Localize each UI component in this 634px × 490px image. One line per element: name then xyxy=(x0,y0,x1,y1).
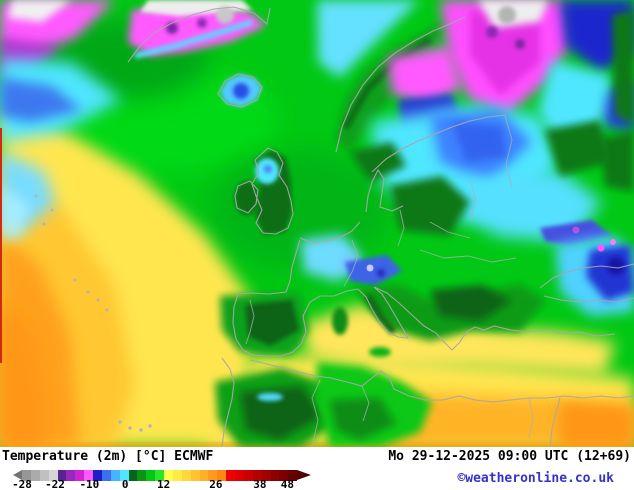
greenland-tip xyxy=(128,0,266,59)
copyright-link[interactable]: ©weatheronline.co.uk xyxy=(457,471,614,486)
map-datetime: Mo 29-12-2025 09:00 UTC (12+69) xyxy=(388,449,631,464)
legend-color-segment xyxy=(30,470,40,481)
legend-color-segment xyxy=(57,470,67,481)
legend-color-segment xyxy=(155,470,164,481)
legend-color-segment xyxy=(84,470,93,481)
legend-color-segment xyxy=(146,470,156,481)
legend-arrow-left xyxy=(13,470,22,480)
atlas-mountains-green xyxy=(215,362,432,447)
legend-color-segment xyxy=(190,470,200,481)
legend-color-segment xyxy=(270,470,280,481)
legend-color-segment xyxy=(110,470,120,481)
caption-row: Temperature (2m) [°C] ECMWF Mo 29-12-202… xyxy=(0,448,634,465)
scandinavia-cold-region xyxy=(317,0,466,162)
legend-colorbar-segments xyxy=(22,470,298,481)
temperature-map xyxy=(0,0,634,447)
legend-color-segment xyxy=(235,470,244,481)
legend-color-segment xyxy=(164,470,173,481)
legend-color-segment xyxy=(181,470,191,481)
legend-color-segment xyxy=(208,470,218,481)
legend-color-segment xyxy=(261,470,271,481)
legend-tick-label: 48 xyxy=(280,478,294,490)
map-canvas xyxy=(0,0,634,447)
legend-color-segment xyxy=(226,470,235,481)
arctic-northwest-region xyxy=(0,0,122,240)
legend-tick-label: 12 xyxy=(157,478,171,490)
legend-color-segment xyxy=(128,470,138,481)
legend-color-segment xyxy=(93,470,102,481)
legend-color-segment xyxy=(137,470,147,481)
country-borders xyxy=(245,115,534,447)
legend-tick-label: -28 xyxy=(12,478,32,490)
legend-tick-label: 38 xyxy=(253,478,267,490)
legend-color-segment xyxy=(22,470,31,481)
warm-southwest-region xyxy=(0,105,255,447)
coastlines xyxy=(127,6,634,447)
legend-color-segment xyxy=(217,470,227,481)
legend-color-segment xyxy=(199,470,209,481)
legend-color-segment xyxy=(252,470,262,481)
legend-color-segment xyxy=(243,470,253,481)
north-scandinavia-extreme-cold xyxy=(440,0,572,116)
turkey-blacksea-cold xyxy=(555,235,634,316)
islands-speckles xyxy=(34,194,152,432)
uk-ireland xyxy=(235,150,292,235)
legend-ticks: -28 -22 -10 0 12 26 38 48 xyxy=(12,478,297,490)
legend-color-segment xyxy=(101,470,111,481)
legend-tick-label: 26 xyxy=(209,478,223,490)
legend-color-segment xyxy=(39,470,49,481)
legend-color-segment xyxy=(172,470,182,481)
legend-color-segment xyxy=(66,470,76,481)
legend-color-segment xyxy=(48,470,58,481)
legend-color-segment xyxy=(75,470,85,481)
map-title: Temperature (2m) [°C] ECMWF xyxy=(2,449,214,464)
iceland xyxy=(220,74,262,107)
left-edge-strip xyxy=(0,128,2,363)
legend-color-segment xyxy=(279,470,289,481)
legend-tick-label: -10 xyxy=(79,478,100,490)
legend-tick-label: -22 xyxy=(45,478,65,490)
legend-color-segment xyxy=(288,470,298,481)
legend-tick-label: 0 xyxy=(121,478,129,490)
legend-color-segment xyxy=(119,470,129,481)
legend-arrow-right xyxy=(297,470,311,480)
iberia-land xyxy=(220,292,309,355)
land-green-patches xyxy=(350,120,612,236)
